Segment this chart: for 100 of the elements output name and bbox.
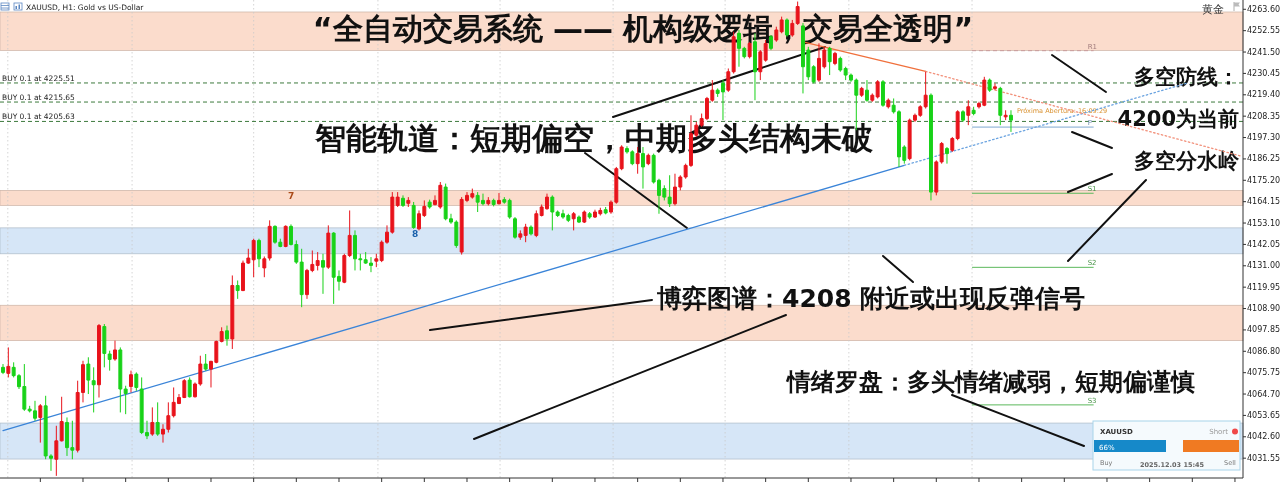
candlestick	[603, 206, 608, 215]
y-tick-label: 4252.55	[1247, 26, 1280, 36]
candlestick	[534, 209, 539, 238]
candlestick	[283, 224, 288, 248]
y-tick-label: 4164.15	[1247, 197, 1280, 207]
y-tick-label: 4241.50	[1247, 47, 1280, 57]
annotation: 黄金	[1202, 2, 1224, 16]
candlestick	[971, 106, 976, 116]
candlestick	[923, 71, 928, 110]
candlestick	[257, 238, 261, 268]
candlestick	[881, 79, 885, 108]
candlestick	[374, 253, 379, 268]
candlestick	[966, 99, 971, 126]
candlestick	[113, 340, 117, 362]
y-tick-label: 4131.00	[1247, 261, 1280, 271]
candlestick	[646, 153, 651, 166]
candlestick	[838, 56, 843, 73]
candlestick	[587, 211, 592, 220]
candlestick	[86, 356, 91, 395]
candlestick	[667, 174, 672, 208]
y-tick-label: 4031.55	[1247, 453, 1280, 463]
candlestick	[347, 209, 352, 258]
y-tick-label: 4097.85	[1247, 325, 1280, 335]
candlestick	[251, 238, 256, 278]
candlestick	[945, 146, 949, 165]
candlestick	[790, 19, 795, 38]
candlestick	[529, 224, 533, 236]
candlestick	[486, 196, 491, 206]
y-tick-label: 4064.70	[1247, 389, 1280, 399]
candlestick	[54, 425, 59, 477]
candlestick	[619, 144, 624, 171]
candlestick	[870, 92, 875, 103]
candlestick	[235, 279, 240, 300]
candlestick	[833, 51, 837, 66]
band-label: 7	[288, 191, 295, 202]
candlestick	[225, 325, 229, 347]
candlestick	[998, 86, 1003, 126]
candlestick	[502, 196, 507, 205]
candlestick	[230, 274, 235, 350]
y-tick-label: 4042.60	[1247, 432, 1280, 442]
candlestick	[811, 64, 816, 84]
candlestick	[1, 363, 5, 375]
candlestick	[939, 141, 944, 165]
candlestick	[411, 201, 416, 230]
y-tick-label: 4108.90	[1247, 304, 1280, 314]
candlestick	[497, 192, 501, 205]
y-tick-label: 4263.60	[1247, 4, 1280, 14]
candlestick	[38, 403, 43, 444]
candlestick	[987, 78, 992, 93]
annotation: 情绪罗盘：多头情绪减弱，短期偏谨慎	[785, 368, 1195, 396]
candlestick	[203, 353, 208, 372]
y-tick-label: 4153.10	[1247, 218, 1280, 228]
candlestick	[774, 26, 779, 43]
candlestick	[102, 323, 107, 368]
candlestick	[577, 215, 581, 224]
candlestick	[401, 194, 405, 208]
candlestick	[219, 326, 224, 343]
candlestick	[187, 376, 192, 399]
y-tick-label: 4119.95	[1247, 282, 1280, 292]
candlestick	[406, 196, 411, 208]
candlestick	[107, 350, 112, 372]
candlestick	[518, 229, 523, 241]
y-tick-label: 4142.05	[1247, 239, 1280, 249]
candlestick	[929, 92, 933, 201]
candlestick	[59, 396, 64, 442]
candlestick	[155, 401, 160, 437]
candlestick	[955, 109, 960, 141]
candlestick	[267, 219, 272, 262]
candlestick	[993, 82, 997, 91]
candlestick	[950, 136, 955, 153]
candlestick	[865, 79, 869, 103]
candlestick	[961, 109, 965, 123]
candlestick	[550, 194, 555, 231]
candlestick	[934, 159, 939, 196]
candlestick	[134, 371, 139, 392]
y-tick-label: 4197.30	[1247, 133, 1280, 143]
chart-title: “全自动交易系统 —— 机构级逻辑，交易全透明”	[312, 11, 974, 46]
y-tick-label: 4086.80	[1247, 346, 1280, 356]
candlestick	[827, 46, 832, 76]
candlestick	[6, 346, 11, 378]
y-tick-label: 4175.20	[1247, 175, 1280, 185]
candlestick	[523, 223, 528, 243]
y-tick-label: 4053.65	[1247, 410, 1280, 420]
annotation: 多空分水岭	[1134, 149, 1240, 173]
candlestick	[779, 16, 784, 34]
candlestick	[726, 67, 731, 93]
annotation: 博弈图谱：4208 附近或出现反弹信号	[656, 284, 1086, 313]
candlestick	[97, 323, 101, 399]
candlestick	[326, 224, 331, 270]
y-tick-label: 4230.45	[1247, 68, 1280, 78]
candlestick	[582, 209, 587, 224]
candlestick	[321, 253, 325, 295]
candlestick	[507, 198, 512, 220]
candlestick	[395, 191, 400, 208]
candlestick	[342, 253, 347, 284]
candlestick	[150, 406, 155, 437]
candlestick	[262, 256, 267, 278]
candlestick	[491, 198, 496, 207]
y-tick-label: 4075.75	[1247, 368, 1280, 378]
candlestick	[91, 366, 96, 413]
